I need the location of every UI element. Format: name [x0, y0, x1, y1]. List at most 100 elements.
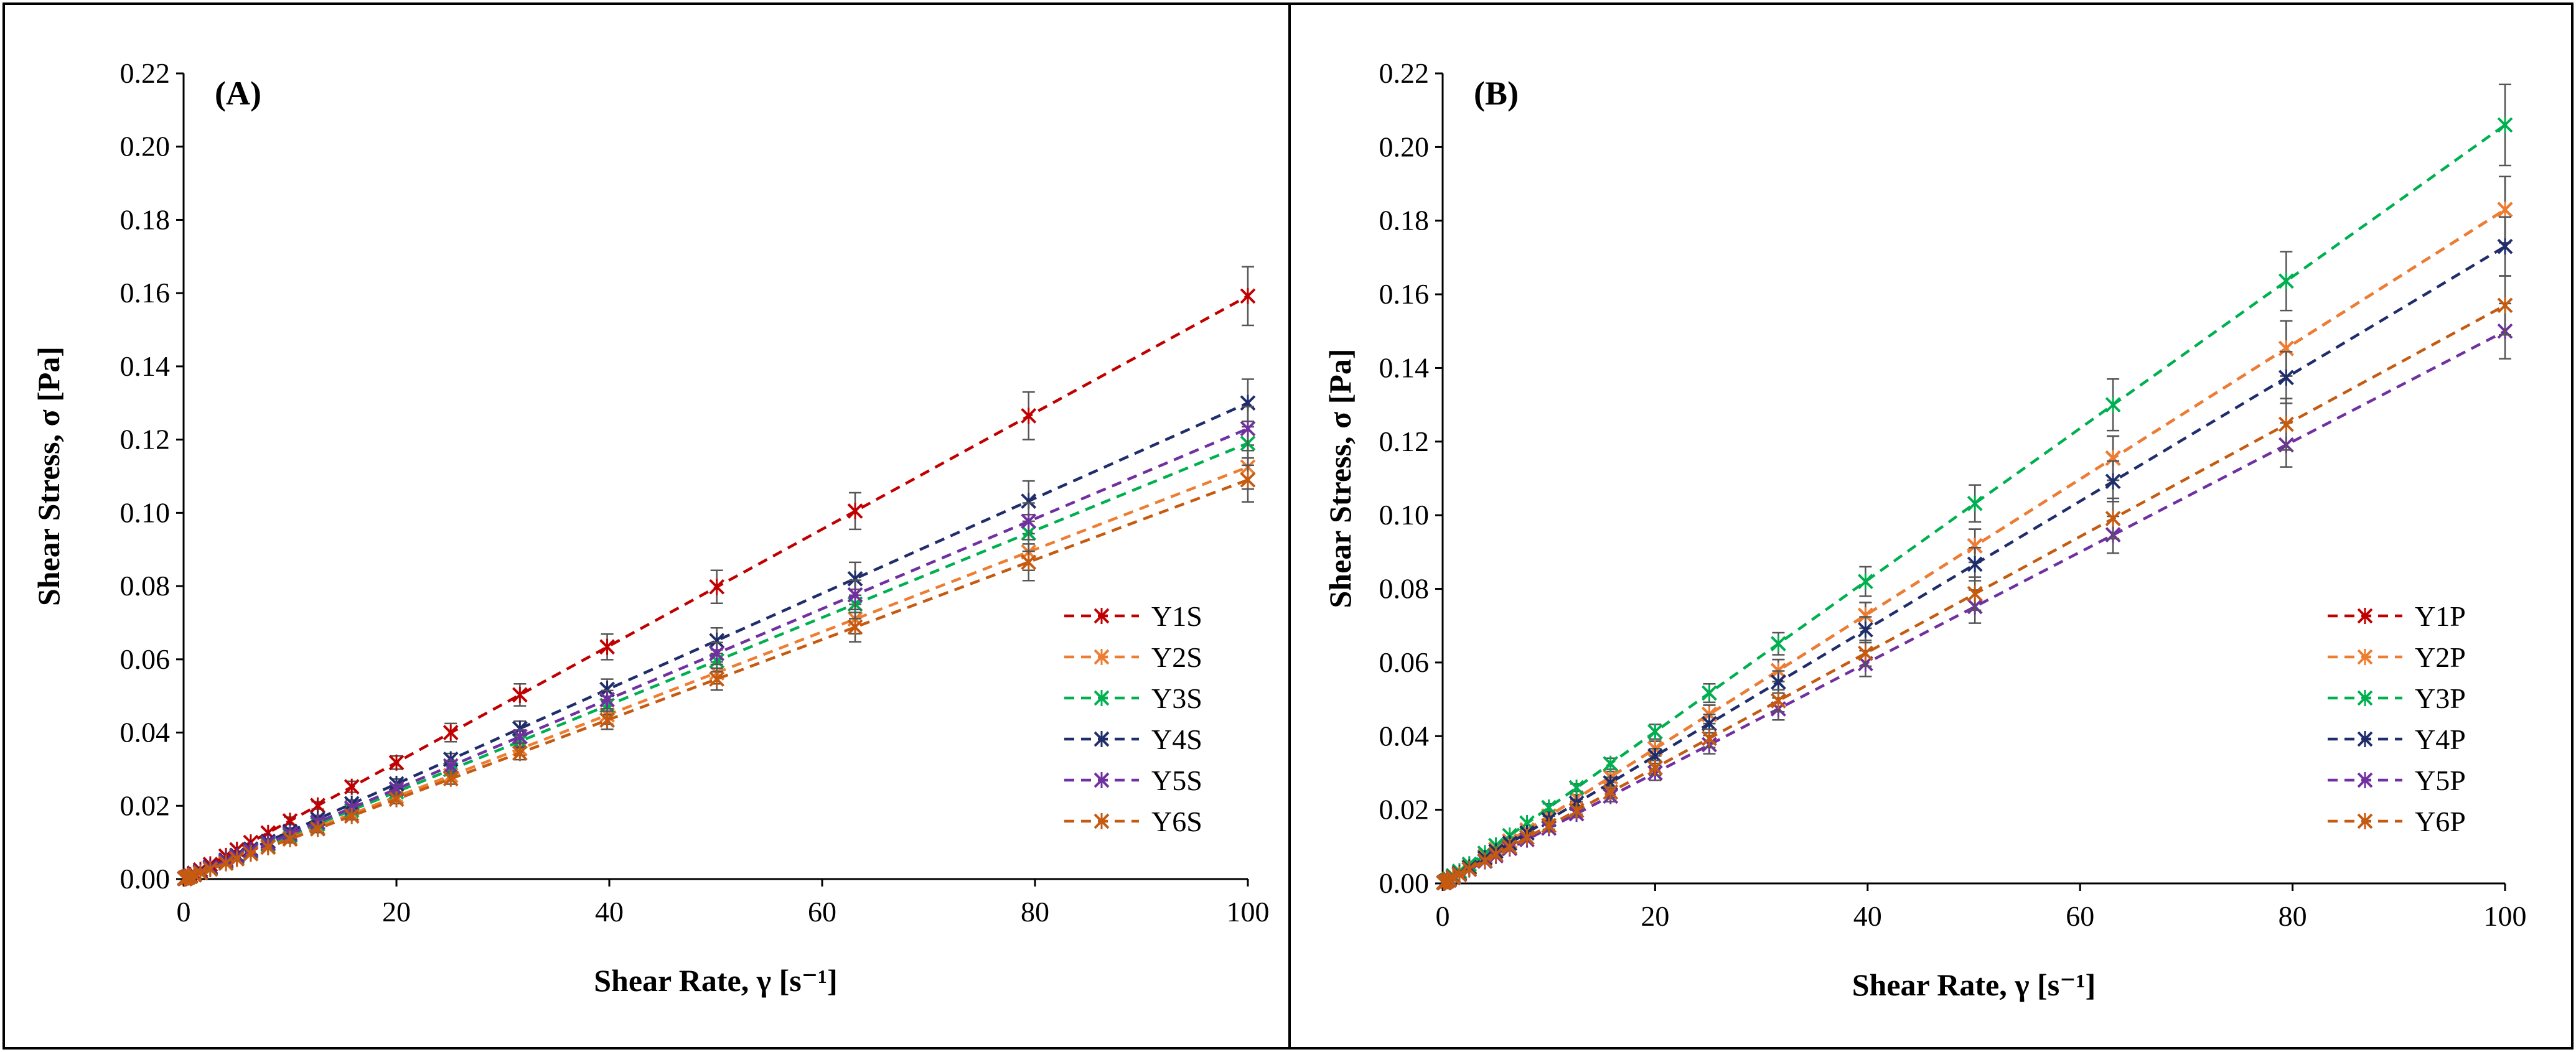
legend-item-y5s: Y5S: [1064, 765, 1202, 796]
data-point: [1603, 755, 1619, 772]
data-point: [847, 587, 863, 603]
legend-swatch-marker: [2357, 690, 2373, 706]
legend-item-y2p: Y2P: [2328, 641, 2466, 673]
y-tick-label: 0.18: [1379, 205, 1430, 236]
legend-swatch-marker: [1094, 772, 1110, 788]
y-tick-label: 0.06: [120, 643, 171, 675]
data-point: [2497, 116, 2513, 133]
data-point: [599, 638, 615, 655]
data-point: [1568, 780, 1585, 796]
x-tick-label: 100: [2484, 900, 2527, 932]
data-point: [1502, 839, 1518, 855]
legend-item-y3p: Y3P: [2328, 682, 2466, 714]
data-point: [2105, 510, 2121, 527]
data-point: [202, 861, 218, 878]
data-point: [512, 686, 528, 703]
data-point: [310, 821, 326, 837]
y-tick-label: 0.02: [120, 789, 171, 821]
legend-label: Y4P: [2415, 724, 2466, 755]
data-point: [512, 745, 528, 761]
data-point: [443, 770, 459, 787]
data-point: [1967, 495, 1983, 512]
data-point: [709, 645, 725, 662]
data-point: [1770, 692, 1786, 709]
legend-swatch-marker: [2357, 731, 2373, 747]
data-point: [1477, 852, 1493, 869]
legend-item-y1s: Y1S: [1064, 600, 1202, 632]
legend-label: Y3S: [1151, 682, 1202, 714]
data-point: [1702, 685, 1717, 702]
data-point: [1240, 472, 1256, 488]
data-point: [512, 728, 528, 745]
y-tick-label: 0.12: [1379, 426, 1430, 457]
legend-swatch-marker: [2357, 813, 2373, 829]
x-tick-label: 60: [808, 896, 836, 928]
legend-item-y6p: Y6P: [2328, 806, 2466, 837]
y-tick-label: 0.00: [120, 863, 171, 895]
data-point: [1451, 866, 1468, 883]
data-point: [1541, 817, 1557, 834]
series-y1s: [177, 266, 1256, 887]
y-tick-label: 0.22: [120, 57, 171, 89]
fit-line-y5p: [1441, 330, 2506, 885]
data-point: [1568, 802, 1585, 819]
x-tick-label: 100: [1227, 896, 1270, 928]
x-tick-label: 20: [1641, 900, 1669, 932]
y-tick-label: 0.04: [1379, 720, 1430, 752]
data-point: [1702, 730, 1717, 747]
fit-line-y4p: [1441, 245, 2506, 885]
legend: Y1P Y2P Y3P Y4P Y5P Y6P: [2328, 600, 2466, 837]
legend-swatch-marker: [2357, 608, 2373, 624]
data-point: [2497, 238, 2513, 255]
data-point: [1857, 573, 1873, 590]
fit-line-y2s: [183, 465, 1248, 881]
data-point: [1021, 513, 1037, 529]
data-point: [2278, 272, 2294, 289]
legend-label: Y1P: [2415, 600, 2466, 632]
y-tick-label: 0.16: [120, 277, 171, 309]
y-tick-label: 0.18: [120, 203, 171, 235]
data-point: [1240, 420, 1256, 437]
legend-swatch-marker: [1094, 690, 1110, 706]
data-point: [1857, 645, 1873, 662]
y-tick-label: 0.02: [1379, 794, 1430, 826]
y-tick-label: 0.10: [1379, 499, 1430, 531]
y-tick-label: 0.14: [1379, 351, 1430, 383]
x-tick-label: 0: [1436, 900, 1450, 932]
legend-item-y5p: Y5P: [2328, 765, 2466, 796]
data-point: [344, 808, 360, 824]
legend-label: Y2P: [2415, 641, 2466, 673]
chart-panel-b: 0.00 0.02 0.04 0.06 0.08 0.10 0.12 0.14 0.16 0.18…: [1323, 57, 2527, 1002]
x-tick-label: 80: [1021, 896, 1049, 928]
data-point: [709, 671, 725, 687]
legend: Y1S Y2S Y3S Y4S Y5S Y6S: [1064, 600, 1202, 837]
legend-item-y3s: Y3S: [1064, 682, 1202, 714]
data-point: [1967, 556, 1983, 572]
y-axis-title: Shear Stress, σ [Pa]: [31, 347, 66, 606]
series-y6p: [1436, 275, 2513, 891]
y-tick-label: 0.04: [120, 717, 171, 748]
series-y6s: [177, 457, 1256, 887]
x-axis-title: Shear Rate, γ [s⁻¹]: [1852, 967, 2096, 1002]
data-point: [1770, 635, 1786, 652]
data-point: [709, 579, 725, 595]
data-point: [847, 619, 863, 636]
data-point: [1519, 829, 1535, 846]
legend-label: Y4S: [1151, 724, 1202, 755]
data-point: [2278, 369, 2294, 386]
data-point: [2105, 396, 2121, 413]
y-tick-label: 0.08: [120, 570, 171, 602]
data-point: [229, 850, 245, 867]
y-tick-label: 0.00: [1379, 867, 1430, 899]
x-tick-label: 20: [382, 896, 411, 928]
data-point: [1488, 846, 1504, 863]
data-point: [388, 791, 405, 808]
legend-item-y4p: Y4P: [2328, 724, 2466, 755]
y-tick-label: 0.06: [1379, 646, 1430, 678]
legend-item-y1p: Y1P: [2328, 600, 2466, 632]
legend-label: Y6S: [1151, 806, 1202, 837]
data-point: [2105, 473, 2121, 490]
y-axis-title: Shear Stress, σ [Pa]: [1323, 349, 1357, 608]
